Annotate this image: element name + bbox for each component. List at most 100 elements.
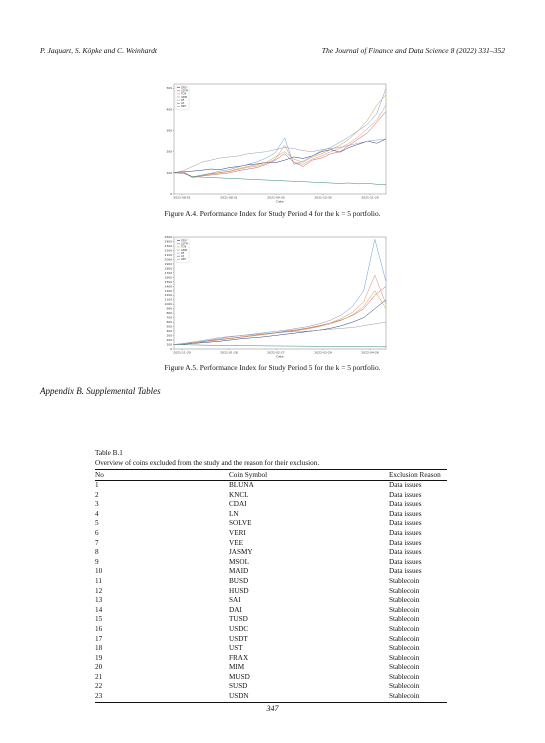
table-row: 20 MIM Stablecoin	[95, 663, 447, 673]
series-line-rf	[174, 105, 386, 177]
x-axis-label: Date	[276, 355, 283, 359]
y-tick-label: 900	[166, 307, 172, 311]
x-tick-label: 2022-03-29	[314, 351, 332, 355]
y-tick-label: 100	[166, 343, 172, 347]
cell-no: 20	[95, 663, 229, 673]
cell-coin-symbol: BLUNA	[229, 481, 389, 491]
cell-exclusion-reason: Data issues	[389, 491, 447, 501]
x-tick-label: 2021-08-31	[220, 196, 238, 200]
cell-exclusion-reason: Stablecoin	[389, 663, 447, 673]
cell-coin-symbol: KNCL	[229, 491, 389, 501]
performance-chart-sp5: 0100200300400500600700800900100011001200…	[160, 233, 390, 363]
series-line-gbm	[174, 88, 386, 177]
cell-no: 4	[95, 510, 229, 520]
table-row: 5 SOLVE Data issues	[95, 519, 447, 529]
cell-no: 10	[95, 567, 229, 577]
y-tick-label: 300	[166, 129, 172, 133]
table-row: 3 CDAI Data issues	[95, 500, 447, 510]
cell-coin-symbol: JASMY	[229, 548, 389, 558]
cell-coin-symbol: BUSD	[229, 577, 389, 587]
cell-no: 5	[95, 519, 229, 529]
y-tick-label: 1900	[165, 262, 173, 266]
cell-exclusion-reason: Stablecoin	[389, 625, 447, 635]
series-line-rrf	[174, 139, 386, 173]
y-tick-label: 100	[166, 171, 172, 175]
cell-no: 8	[95, 548, 229, 558]
cell-coin-symbol: VEE	[229, 539, 389, 549]
table-row: 12 HUSD Stablecoin	[95, 587, 447, 597]
table-row: 13 SAI Stablecoin	[95, 596, 447, 606]
table-row: 8 JASMY Data issues	[95, 548, 447, 558]
y-tick-label: 1000	[165, 302, 173, 306]
y-tick-label: 500	[166, 86, 172, 90]
cell-exclusion-reason: Stablecoin	[389, 654, 447, 664]
cell-exclusion-reason: Data issues	[389, 519, 447, 529]
y-tick-label: 400	[166, 107, 172, 111]
cell-coin-symbol: DAI	[229, 606, 389, 616]
cell-exclusion-reason: Stablecoin	[389, 682, 447, 692]
cell-coin-symbol: MSOL	[229, 558, 389, 568]
cell-no: 14	[95, 606, 229, 616]
y-tick-label: 1300	[165, 289, 173, 293]
cell-no: 9	[95, 558, 229, 568]
series-line-rf	[174, 275, 386, 344]
cell-coin-symbol: MIM	[229, 663, 389, 673]
legend-entry: RRF	[181, 104, 187, 108]
cell-no: 13	[95, 596, 229, 606]
figure-a4-caption: Figure A.4. Performance Index for Study …	[0, 209, 545, 218]
cell-no: 15	[95, 615, 229, 625]
cell-coin-symbol: FRAX	[229, 654, 389, 664]
legend-entry: RRF	[181, 257, 187, 261]
cell-no: 16	[95, 625, 229, 635]
x-axis-label: Date	[276, 200, 283, 204]
cell-coin-symbol: USDN	[229, 692, 389, 702]
cell-exclusion-reason: Data issues	[389, 567, 447, 577]
column-header-no: No	[95, 470, 229, 481]
y-tick-label: 400	[166, 329, 172, 333]
table-body: 1 BLUNA Data issues 2 KNCL Data issues 3 CDAI Da…	[95, 481, 447, 703]
series-line-tcn	[174, 95, 386, 177]
figure-a4-chart: 0 100 200 300 400 500 2021-08-01 2021-08-31 2021…	[160, 80, 390, 208]
table-label: Table B.1	[95, 449, 123, 457]
cell-coin-symbol: UST	[229, 644, 389, 654]
cell-no: 3	[95, 500, 229, 510]
cell-exclusion-reason: Data issues	[389, 500, 447, 510]
y-tick-label: 1400	[165, 284, 173, 288]
cell-exclusion-reason: Data issues	[389, 558, 447, 568]
cell-exclusion-reason: Stablecoin	[389, 587, 447, 597]
y-tick-label: 700	[166, 316, 172, 320]
cell-coin-symbol: SOLVE	[229, 519, 389, 529]
performance-chart-sp4: 0 100 200 300 400 500 2021-08-01 2021-08-31 2021…	[160, 80, 390, 208]
cell-no: 23	[95, 692, 229, 702]
cell-exclusion-reason: Data issues	[389, 548, 447, 558]
table-row: 16 USDC Stablecoin	[95, 625, 447, 635]
y-tick-label: 300	[166, 334, 172, 338]
table-row: 21 MUSD Stablecoin	[95, 673, 447, 683]
appendix-heading: Appendix B. Supplemental Tables	[40, 386, 161, 396]
cell-no: 1	[95, 481, 229, 491]
series-line-lstm	[174, 286, 386, 344]
cell-exclusion-reason: Stablecoin	[389, 615, 447, 625]
cell-exclusion-reason: Data issues	[389, 539, 447, 549]
y-tick-label: 2100	[165, 253, 173, 257]
page-number: 347	[0, 704, 545, 713]
y-tick-label: 200	[166, 150, 172, 154]
x-tick-label: 2022-04-28	[361, 351, 379, 355]
series-line-tcn	[174, 291, 386, 345]
cell-no: 19	[95, 654, 229, 664]
cell-exclusion-reason: Data issues	[389, 481, 447, 491]
figure-a5-caption: Figure A.5. Performance Index for Study …	[0, 363, 545, 372]
cell-coin-symbol: LN	[229, 510, 389, 520]
y-tick-label: 2000	[165, 257, 173, 261]
table-row: 11 BUSD Stablecoin	[95, 577, 447, 587]
excluded-coins-table: No Coin Symbol Exclusion Reason 1 BLUNA Da…	[95, 469, 447, 703]
y-tick-label: 1500	[165, 280, 173, 284]
table-row: 15 TUSD Stablecoin	[95, 615, 447, 625]
cell-no: 12	[95, 587, 229, 597]
y-tick-label: 600	[166, 320, 172, 324]
cell-coin-symbol: USDC	[229, 625, 389, 635]
table-row: 17 USDT Stablecoin	[95, 635, 447, 645]
running-header-journal: The Journal of Finance and Data Science …	[322, 46, 505, 55]
table-row: 14 DAI Stablecoin	[95, 606, 447, 616]
table-row: 2 KNCL Data issues	[95, 491, 447, 501]
